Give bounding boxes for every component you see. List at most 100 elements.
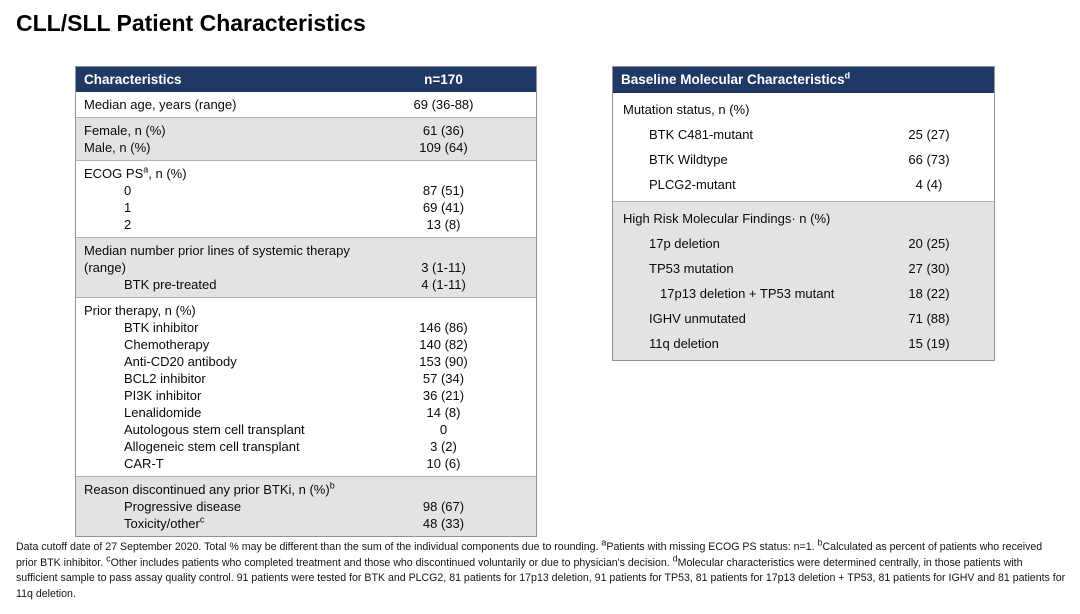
table-row: TP53 mutation 27 (30) bbox=[613, 256, 994, 281]
table-section: Reason discontinued any prior BTKi, n (%… bbox=[76, 476, 536, 536]
row-label: BTK Wildtype bbox=[649, 152, 728, 167]
table-header-row: Characteristics n=170 bbox=[76, 67, 536, 92]
table-row: Chemotherapy 140 (82) bbox=[76, 336, 536, 353]
superscript: d bbox=[844, 70, 851, 81]
row-value: 20 (25) bbox=[908, 236, 950, 251]
row-value: 48 (33) bbox=[422, 516, 465, 531]
table-row: Median age, years (range) 69 (36-88) bbox=[76, 96, 536, 113]
table-row: 17p deletion 20 (25) bbox=[613, 231, 994, 256]
footnote-superscript: b bbox=[817, 537, 823, 548]
table-section: Mutation status, n (%) BTK C481-mutant 25 … bbox=[613, 93, 994, 201]
row-label: 17p deletion bbox=[649, 236, 720, 251]
row-value: 57 (34) bbox=[422, 371, 465, 386]
table-row: Lenalidomide 14 (8) bbox=[76, 404, 536, 421]
row-label: 0 bbox=[124, 183, 132, 198]
table-row: Male, n (%) 109 (64) bbox=[76, 139, 536, 156]
table-row: Prior therapy, n (%) bbox=[76, 302, 536, 319]
table-row: Toxicity/otherc 48 (33) bbox=[76, 515, 536, 532]
row-label: Allogeneic stem cell transplant bbox=[124, 439, 300, 454]
superscript: b bbox=[329, 480, 335, 491]
row-value: 69 (36-88) bbox=[413, 97, 474, 112]
table-section: Female, n (%) 61 (36) Male, n (%) 109 (64) bbox=[76, 117, 536, 160]
table-row: PLCG2-mutant 4 (4) bbox=[613, 172, 994, 197]
row-label: IGHV unmutated bbox=[649, 311, 746, 326]
table-row: Allogeneic stem cell transplant 3 (2) bbox=[76, 438, 536, 455]
table-row: BTK C481-mutant 25 (27) bbox=[613, 122, 994, 147]
row-value: 98 (67) bbox=[422, 499, 465, 514]
footnote-superscript: a bbox=[601, 537, 607, 548]
table-row: Female, n (%) 61 (36) bbox=[76, 122, 536, 139]
row-label: PI3K inhibitor bbox=[124, 388, 202, 403]
table-row: Anti-CD20 antibody 153 (90) bbox=[76, 353, 536, 370]
table-section: High Risk Molecular Findings· n (%) 17p d… bbox=[613, 201, 994, 360]
table-row: Median number prior lines of systemic th… bbox=[76, 242, 536, 276]
row-value: 109 (64) bbox=[419, 140, 468, 155]
row-label: Reason discontinued any prior BTKi, n (%… bbox=[84, 480, 335, 497]
row-value: 0 bbox=[439, 422, 448, 437]
table-row: IGHV unmutated 71 (88) bbox=[613, 306, 994, 331]
row-value: 4 (4) bbox=[915, 177, 943, 192]
table-row: 11q deletion 15 (19) bbox=[613, 331, 994, 356]
page-title: CLL/SLL Patient Characteristics bbox=[16, 10, 366, 36]
row-label: BCL2 inhibitor bbox=[124, 371, 206, 386]
row-label: 1 bbox=[124, 200, 132, 215]
row-value: 25 (27) bbox=[908, 127, 950, 142]
row-value: 36 (21) bbox=[422, 388, 465, 403]
table-row: Autologous stem cell transplant 0 bbox=[76, 421, 536, 438]
row-value: 87 (51) bbox=[422, 183, 465, 198]
table-row: CAR-T 10 (6) bbox=[76, 455, 536, 472]
table-row: High Risk Molecular Findings· n (%) bbox=[613, 206, 994, 231]
header-baseline-molecular: Baseline Molecular Characteristicsd bbox=[621, 70, 851, 87]
row-label: Male, n (%) bbox=[84, 140, 151, 155]
table-row: 2 13 (8) bbox=[76, 216, 536, 233]
row-label: Prior therapy, n (%) bbox=[84, 303, 196, 318]
row-label: BTK inhibitor bbox=[124, 320, 199, 335]
table-row: BTK pre-treated 4 (1-11) bbox=[76, 276, 536, 293]
footnote: Data cutoff date of 27 September 2020. T… bbox=[16, 537, 1066, 600]
row-value: 27 (30) bbox=[908, 261, 950, 276]
table-body: Mutation status, n (%) BTK C481-mutant 25 … bbox=[613, 93, 994, 360]
row-label: Median age, years (range) bbox=[84, 97, 237, 112]
row-label: Female, n (%) bbox=[84, 123, 166, 138]
baseline-molecular-table: Baseline Molecular Characteristicsd Muta… bbox=[612, 66, 995, 361]
row-label: Lenalidomide bbox=[124, 405, 202, 420]
header-characteristics: Characteristics bbox=[84, 72, 182, 87]
row-label: High Risk Molecular Findings· n (%) bbox=[623, 211, 831, 226]
row-value: 146 (86) bbox=[419, 320, 468, 335]
row-label: Toxicity/otherc bbox=[124, 514, 205, 531]
row-label: 17p13 deletion + TP53 mutant bbox=[660, 286, 835, 301]
row-label: ECOG PSa, n (%) bbox=[84, 164, 187, 181]
row-label: Autologous stem cell transplant bbox=[124, 422, 305, 437]
table-row: BCL2 inhibitor 57 (34) bbox=[76, 370, 536, 387]
row-label: Mutation status, n (%) bbox=[623, 102, 750, 117]
table-row: BTK inhibitor 146 (86) bbox=[76, 319, 536, 336]
row-value: 14 (8) bbox=[426, 405, 461, 420]
superscript: c bbox=[199, 514, 205, 525]
row-label: PLCG2-mutant bbox=[649, 177, 736, 192]
patient-characteristics-table: Characteristics n=170 Median age, years … bbox=[75, 66, 537, 537]
table-row: 17p13 deletion + TP53 mutant 18 (22) bbox=[613, 281, 994, 306]
row-label: Progressive disease bbox=[124, 499, 242, 514]
table-section: ECOG PSa, n (%) 0 87 (51) 1 69 (41) 2 13 (8) bbox=[76, 160, 536, 237]
header-n-count: n=170 bbox=[424, 72, 463, 87]
row-value: 3 (1-11) bbox=[421, 260, 466, 275]
table-section: Median number prior lines of systemic th… bbox=[76, 237, 536, 297]
row-value: 66 (73) bbox=[908, 152, 950, 167]
footnote-superscript: c bbox=[106, 552, 111, 563]
row-value: 15 (19) bbox=[908, 336, 950, 351]
row-value: 10 (6) bbox=[426, 456, 461, 471]
row-label: Chemotherapy bbox=[124, 337, 210, 352]
row-label: Anti-CD20 antibody bbox=[124, 354, 237, 369]
row-value: 13 (8) bbox=[426, 217, 461, 232]
row-value: 61 (36) bbox=[422, 123, 465, 138]
row-label: Median number prior lines of systemic th… bbox=[84, 243, 350, 275]
table-section: Prior therapy, n (%) BTK inhibitor 146 (86… bbox=[76, 297, 536, 476]
table-row: Progressive disease 98 (67) bbox=[76, 498, 536, 515]
table-row: 1 69 (41) bbox=[76, 199, 536, 216]
table-header-row: Baseline Molecular Characteristicsd bbox=[613, 67, 994, 93]
table-section: Median age, years (range) 69 (36-88) bbox=[76, 92, 536, 117]
table-row: Mutation status, n (%) bbox=[613, 97, 994, 122]
row-value: 71 (88) bbox=[908, 311, 950, 326]
footnote-superscript: d bbox=[672, 552, 678, 563]
table-row: ECOG PSa, n (%) bbox=[76, 165, 536, 182]
